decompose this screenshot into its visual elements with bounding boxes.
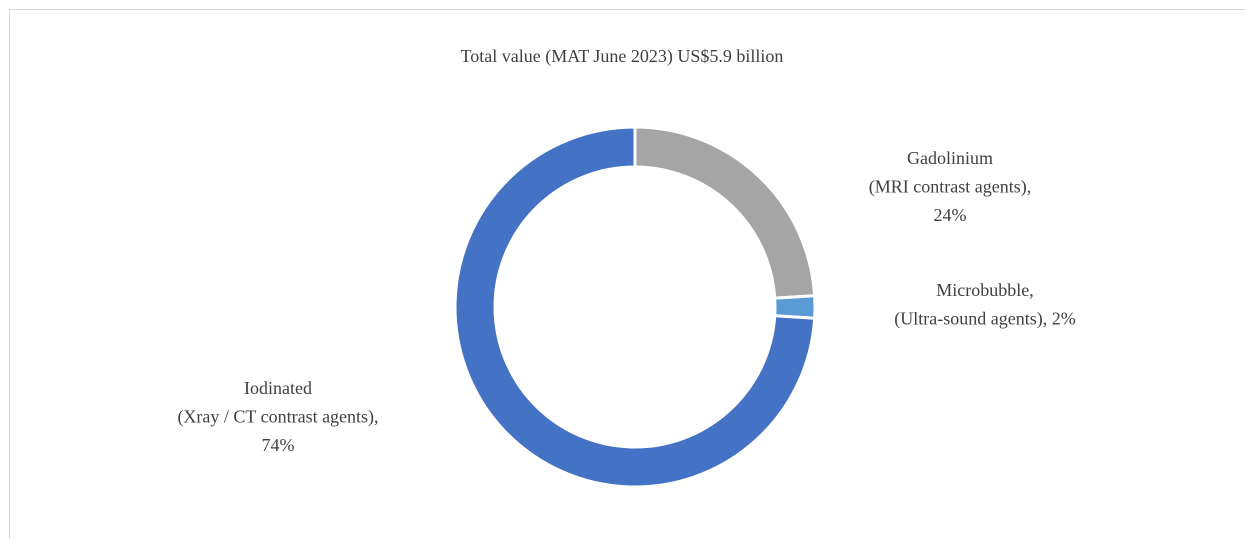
data-label: Microbubble, bbox=[936, 280, 1033, 300]
data-label: Iodinated bbox=[244, 378, 312, 398]
data-label: (Ultra-sound agents), 2% bbox=[894, 309, 1075, 330]
chart-frame bbox=[9, 9, 1245, 539]
data-label: 74% bbox=[262, 435, 295, 455]
donut-slice bbox=[453, 125, 817, 489]
data-label: Gadolinium bbox=[907, 148, 993, 168]
chart-title: Total value (MAT June 2023) US$5.9 billi… bbox=[461, 46, 784, 67]
data-label: (Xray / CT contrast agents), bbox=[177, 407, 378, 428]
data-label: (MRI contrast agents), bbox=[869, 177, 1031, 198]
donut-slice bbox=[633, 125, 817, 300]
data-label: 24% bbox=[934, 205, 967, 225]
